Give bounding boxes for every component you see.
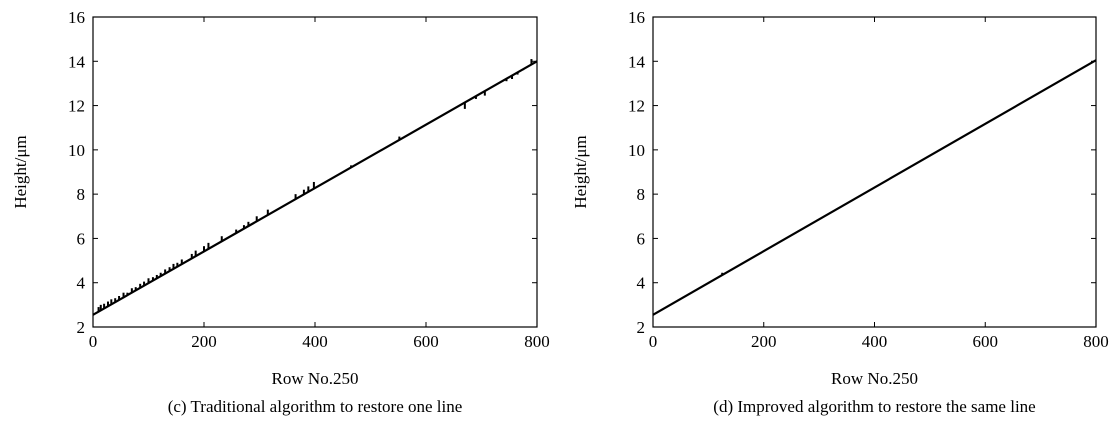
y-axis-title: Height/μm [11, 135, 30, 208]
x-axis-title: Row No.250 [831, 369, 918, 388]
y-tick-label: 10 [68, 141, 85, 160]
chart-panel-d: 0 200 400 600 800 2 4 6 8 10 12 14 16 Row No.250 Heigh… [571, 8, 1109, 416]
y-tick-label: 14 [628, 52, 646, 71]
y-tick-label: 16 [628, 8, 645, 27]
chart-panel-c: 0 200 400 600 800 2 4 6 8 10 12 14 16 Row No.250 Heigh… [11, 8, 550, 416]
x-axis-title: Row No.250 [272, 369, 359, 388]
y-tick-label: 6 [77, 229, 86, 248]
y-tick-label: 14 [68, 52, 86, 71]
y-tick-label: 12 [628, 97, 645, 116]
x-tick-label: 600 [413, 332, 439, 351]
x-tick-label: 800 [1083, 332, 1109, 351]
y-tick-label: 2 [77, 318, 86, 337]
y-tick-label: 2 [637, 318, 646, 337]
plot-frame [92, 16, 538, 328]
data-line [652, 59, 1097, 316]
x-tick-label: 0 [89, 332, 98, 351]
y-tick-label: 4 [77, 274, 86, 293]
y-tick-label: 8 [77, 185, 86, 204]
x-tick-label: 200 [191, 332, 217, 351]
x-tick-label: 600 [973, 332, 999, 351]
x-tick-label: 0 [649, 332, 658, 351]
data-line [92, 60, 538, 316]
panel-caption: (c) Traditional algorithm to restore one… [168, 397, 463, 416]
x-tick-label: 200 [751, 332, 777, 351]
x-tick-label: 800 [524, 332, 550, 351]
y-tick-label: 8 [637, 185, 646, 204]
y-tick-label: 6 [637, 229, 646, 248]
y-axis-title: Height/μm [571, 135, 590, 208]
panel-caption: (d) Improved algorithm to restore the sa… [713, 397, 1035, 416]
y-tick-label: 10 [628, 141, 645, 160]
y-tick-label: 4 [637, 274, 646, 293]
x-tick-label: 400 [862, 332, 888, 351]
y-tick-label: 12 [68, 97, 85, 116]
y-tick-label: 16 [68, 8, 85, 27]
plot-frame [652, 16, 1097, 328]
x-tick-label: 400 [302, 332, 328, 351]
